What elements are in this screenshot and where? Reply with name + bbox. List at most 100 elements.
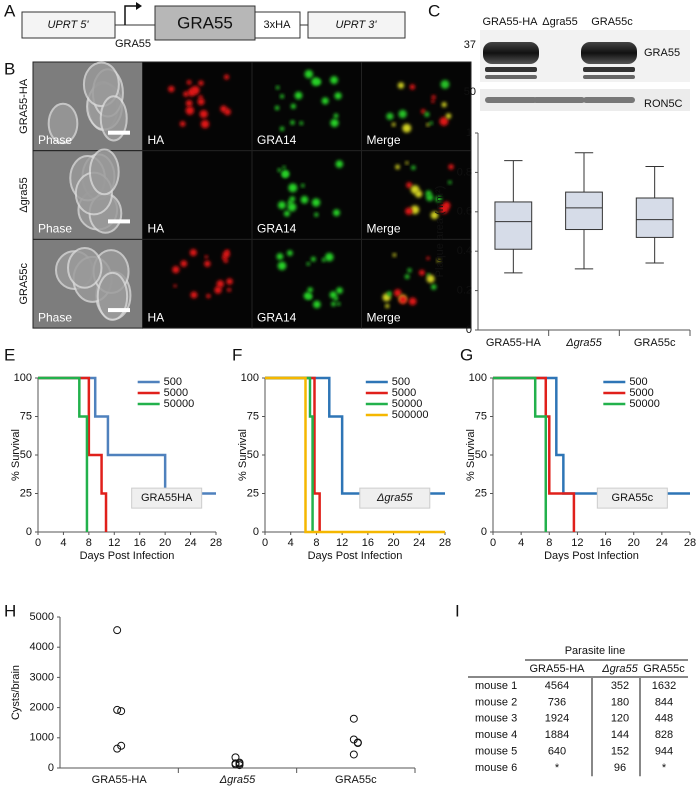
fluorescent-spot [290, 120, 295, 125]
fluorescent-spot [332, 209, 341, 217]
fluorescent-spot [311, 77, 320, 86]
point [113, 744, 122, 753]
fluorescent-spot [336, 302, 341, 306]
y-tick-label: 75 [20, 410, 32, 422]
fluorescent-spot [190, 291, 198, 299]
construct-box [307, 11, 406, 39]
fluorescent-spot [408, 297, 417, 306]
fluorescent-spot [198, 95, 203, 100]
micrograph-content [277, 160, 344, 217]
x-tick-label: 0 [262, 537, 268, 549]
band [485, 67, 537, 72]
fluorescent-spot [287, 202, 297, 212]
table-cell: 1884 [545, 729, 569, 741]
micrograph-content [274, 69, 342, 131]
y-tick-label: 1000 [30, 732, 54, 744]
x-tick-label: 28 [684, 537, 696, 549]
y-tick-label: 0.6 [457, 206, 472, 218]
x-tick-label: 4 [518, 537, 524, 549]
fluorescent-spot [307, 287, 313, 293]
fluorescent-spot [386, 112, 394, 120]
fluorescent-spot [168, 85, 175, 93]
scale-bar [108, 130, 130, 135]
fluorescent-spot [409, 84, 416, 90]
fluorescent-spot [445, 113, 452, 119]
fluorescent-spot [311, 198, 321, 207]
cell-outline [99, 95, 128, 142]
legend-label: 500 [164, 376, 182, 388]
table-caption: Parasite line [565, 645, 626, 657]
fluorescent-spot [410, 205, 420, 215]
y-tick-label: 50 [247, 449, 259, 461]
channel-label: Merge [367, 310, 401, 324]
fluorescent-spot [391, 122, 396, 127]
y-tick-label: 100 [14, 372, 32, 384]
row-label: Δgra55 [18, 177, 30, 212]
micrograph-content [382, 253, 441, 309]
fluorescent-spot [397, 82, 405, 89]
y-tick-label: 5000 [30, 611, 54, 623]
construct-box [21, 11, 116, 39]
fluorescent-spot [283, 210, 290, 217]
fluorescent-spot [214, 286, 222, 294]
y-tick-label: 0.4 [457, 245, 472, 257]
fluorescent-spot [276, 253, 284, 260]
fluorescent-spot [216, 280, 225, 288]
channel-label: HA [148, 310, 165, 324]
fluorescent-spot [226, 278, 233, 285]
table-cell: 640 [548, 746, 566, 758]
table-cell: 828 [655, 729, 673, 741]
x-tick-label: 12 [571, 537, 583, 549]
micrograph [251, 238, 362, 329]
scale-bar [108, 219, 130, 224]
fluorescent-spot [191, 85, 200, 95]
arrowhead [136, 2, 142, 10]
y-tick-label: 75 [247, 410, 259, 422]
fluorescent-spot [430, 284, 437, 290]
fluorescent-spot [407, 268, 412, 273]
row-label: mouse 6 [475, 762, 517, 774]
table-cell: 96 [614, 762, 626, 774]
band [485, 75, 537, 79]
x-tick-label: Δgra55 [565, 337, 602, 349]
row-label: GRA55c [18, 262, 30, 304]
annotation: Δgra55 [376, 492, 413, 504]
table-cell: 180 [611, 696, 629, 708]
legend-label: 500 [629, 376, 647, 388]
fluorescent-spot [189, 249, 197, 257]
fluorescent-spot [280, 94, 285, 99]
fluorescent-spot [227, 287, 232, 292]
x-tick-label: 16 [362, 537, 374, 549]
fluorescent-spot [200, 119, 210, 129]
fluorescent-spot [183, 91, 189, 97]
legend-label: 500000 [392, 409, 429, 421]
legend-label: 5000 [629, 387, 653, 399]
band-label: RON5C [644, 98, 683, 110]
fluorescent-spot [185, 106, 195, 115]
fluorescent-spot [336, 287, 343, 294]
y-tick-label: 75 [475, 410, 487, 422]
survival-line [38, 376, 108, 532]
fluorescent-spot [314, 212, 319, 217]
cell-outline [88, 148, 120, 196]
legend-label: 50000 [392, 398, 423, 410]
channel-label: Phase [38, 133, 72, 147]
lane-label: GRA55-HA [482, 16, 538, 28]
survival-line [38, 376, 89, 532]
channel-label: HA [148, 222, 165, 236]
fluorescent-spot [331, 301, 336, 307]
x-tick-label: 8 [546, 537, 552, 549]
annotation-box [131, 487, 203, 509]
survival-line [265, 376, 445, 534]
micrograph-content [172, 249, 233, 299]
fluorescent-spot [426, 274, 435, 283]
x-tick-label: 20 [159, 537, 171, 549]
annotation-box [359, 487, 431, 509]
y-tick-label: 0 [26, 526, 32, 538]
x-tick-label: 4 [60, 537, 66, 549]
fluorescent-spot [299, 121, 304, 126]
fluorescent-spot [206, 293, 211, 299]
fluorescent-spot [429, 121, 433, 125]
fluorescent-spot [223, 74, 230, 80]
band [583, 75, 635, 79]
